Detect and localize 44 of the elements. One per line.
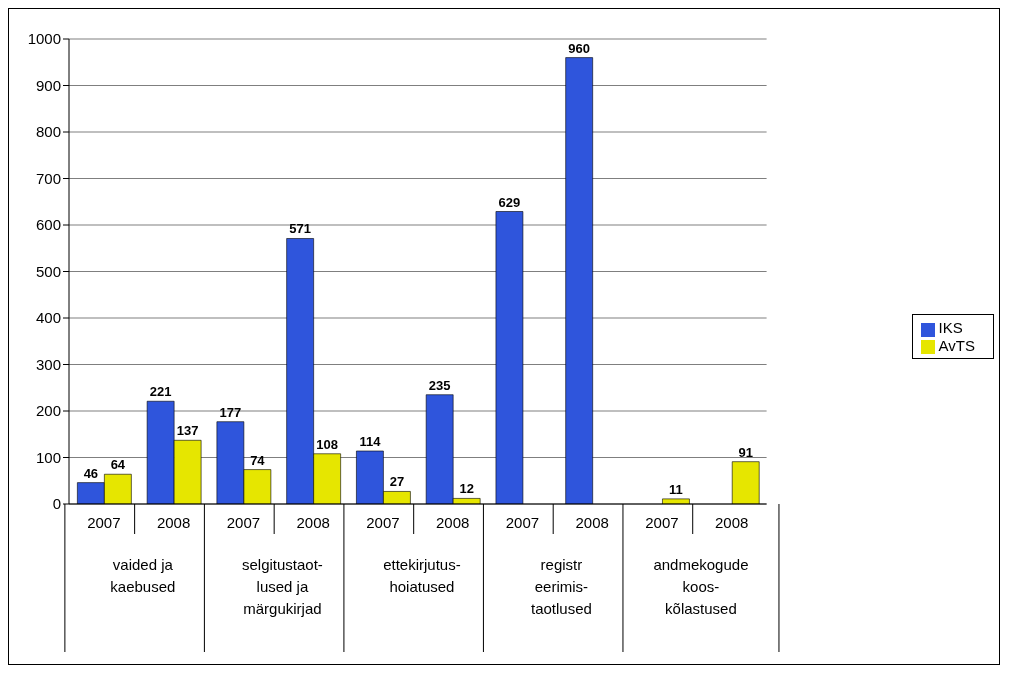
data-label: 960 xyxy=(568,40,591,56)
text: registr eerimis- taotlused xyxy=(530,556,592,617)
y-tick-label: 1000 xyxy=(27,30,61,48)
x-tick-label: 2008 xyxy=(435,514,470,531)
data-label: 46 xyxy=(83,465,99,481)
y-tick-label: 0 xyxy=(52,495,61,513)
x-tick-label: 2008 xyxy=(715,514,749,531)
data-label: 64 xyxy=(110,457,126,473)
x-tick-label: 2007 xyxy=(226,514,261,531)
text: selgitustaot- lused ja märgukirjad xyxy=(241,556,323,617)
legend-label: AvTS xyxy=(938,336,975,354)
y-tick-label: 400 xyxy=(35,309,61,327)
legend-label: IKS xyxy=(938,319,963,337)
y-tick-label: 300 xyxy=(35,355,61,373)
x-tick-label: 2007 xyxy=(645,514,679,531)
data-label: 108 xyxy=(316,436,338,452)
data-label: 629 xyxy=(498,194,521,210)
x-tick-label: 2008 xyxy=(156,514,191,531)
y-tick-label: 800 xyxy=(35,123,61,141)
data-label: 114 xyxy=(359,433,382,449)
data-label: 137 xyxy=(176,423,199,439)
y-tick-label: 200 xyxy=(35,402,61,420)
y-tick-label: 700 xyxy=(35,169,61,187)
y-tick-label: 100 xyxy=(35,448,61,466)
y-tick-label: 500 xyxy=(35,262,61,280)
data-label: 74 xyxy=(250,452,266,468)
text: andmekogude koos- kõlastused xyxy=(653,556,749,617)
text: vaided ja kaebused xyxy=(110,556,176,595)
y-tick-label: 600 xyxy=(35,216,61,234)
data-label: 571 xyxy=(289,221,311,237)
data-label: 91 xyxy=(738,444,753,460)
data-label: 12 xyxy=(459,481,474,497)
data-label: 177 xyxy=(219,404,242,420)
x-tick-label: 2007 xyxy=(87,514,121,531)
x-tick-label: 2007 xyxy=(505,514,540,531)
y-tick-label: 900 xyxy=(35,76,61,94)
x-tick-label: 2008 xyxy=(575,514,609,531)
text: ettekirjutus- hoiatused xyxy=(383,556,461,595)
x-tick-label: 2007 xyxy=(366,514,400,531)
data-label: 235 xyxy=(428,377,451,393)
x-tick-label: 2008 xyxy=(296,514,330,531)
data-label: 27 xyxy=(389,474,405,490)
data-label: 11 xyxy=(669,481,683,497)
data-label: 221 xyxy=(149,384,172,400)
